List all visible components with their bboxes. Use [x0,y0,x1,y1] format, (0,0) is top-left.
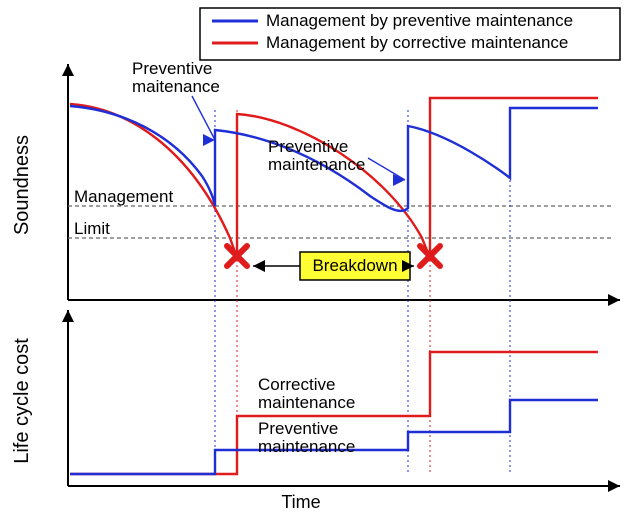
breakdown-label: Breakdown [312,256,397,275]
preventive-mid-label: Preventive [268,137,348,156]
legend-label: Management by corrective maintenance [266,33,568,52]
preventive-mid-label: maintenance [268,155,365,174]
limit-label: Limit [74,219,110,238]
corrective-label: maintenance [258,393,355,412]
management-label: Management [74,187,174,206]
diagram-svg: Management by preventive maintenance Mana… [0,0,642,516]
preventive-top-label: maitenance [132,77,220,96]
preventive-cost-label: maintenance [258,437,355,456]
diagram-root: Management by preventive maintenance Mana… [0,0,642,516]
top-ylabel: Soundness [11,135,33,235]
preventive-cost-label: Preventive [258,419,338,438]
annotation-arrow [192,96,215,140]
legend-label: Management by preventive maintenance [266,11,573,30]
red-soundness-curve [70,98,598,258]
x-label: Time [281,492,320,512]
corrective-label: Corrective [258,375,335,394]
preventive-top-label: Preventive [132,59,212,78]
bottom-ylabel: Life cycle cost [11,338,33,464]
annotation-arrow [368,158,405,180]
